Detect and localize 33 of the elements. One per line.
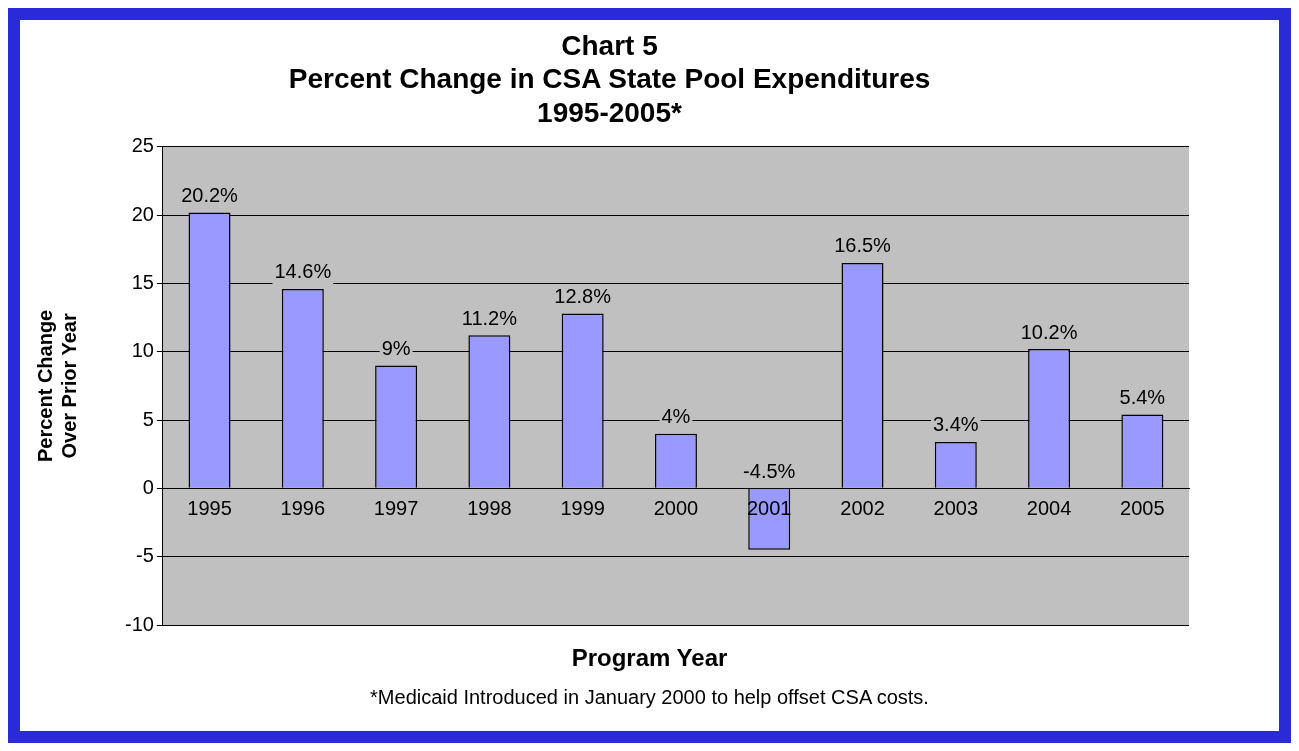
data-label: 12.8% (554, 285, 612, 307)
data-label: 11.2% (461, 306, 518, 329)
data-label: 14.6% (274, 260, 332, 283)
data-label: 9% (381, 336, 411, 359)
x-tick-label: 1997 (373, 496, 419, 519)
y-tick-label: 0 (142, 475, 154, 498)
data-label: 20.2% (181, 183, 239, 206)
data-label: 5.4% (1119, 386, 1166, 409)
x-tick-label: 1995 (187, 496, 232, 519)
y-tick-label: 25 (131, 134, 154, 157)
y-tick-label: 5 (142, 407, 154, 430)
x-tick-label: 2003 (933, 496, 979, 519)
x-tick-label: 1998 (467, 496, 512, 519)
data-label: 10.2% (1020, 320, 1078, 343)
x-tick-label: 2004 (1026, 496, 1072, 519)
chart-title: Chart 5 Percent Change in CSA State Pool Expenditures 1995-2005* (288, 29, 931, 128)
y-tick-label: -5 (136, 544, 154, 567)
y-tick-label: 10 (131, 339, 154, 362)
y-tick-label: 20 (131, 202, 154, 225)
data-label: -4.5% (743, 459, 796, 482)
y-tick-label: 15 (131, 270, 154, 293)
x-axis-title: Program Year (570, 644, 729, 672)
text: *Medicaid Introduced in January 2000 to help offset CSA costs. (369, 686, 930, 709)
x-tick-label: 1996 (280, 496, 326, 519)
x-tick-label: 2002 (840, 496, 885, 519)
x-tick-label: 2005 (1120, 496, 1165, 519)
x-tick-label: 1999 (560, 496, 605, 519)
y-tick-label: -10 (125, 612, 154, 635)
data-label: 16.5% (834, 234, 892, 257)
data-label: 3.4% (933, 413, 979, 436)
x-tick-label: 2000 (653, 496, 699, 519)
data-label: 4% (661, 405, 691, 428)
y-axis-title: Percent Change Over Prior Year (33, 309, 80, 463)
